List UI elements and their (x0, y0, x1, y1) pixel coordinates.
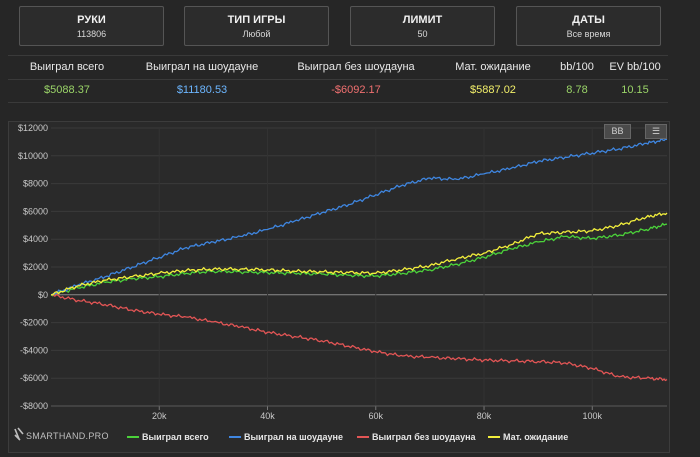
filter-hands-value: 113806 (76, 29, 107, 39)
winnings-chart: -$8000 -$6000 -$4000 -$2000 $0 $2000 $4000 $600… (8, 121, 670, 453)
y-tick-label: $8000 (23, 179, 48, 189)
series-line-total (50, 222, 668, 297)
filter-game-type-title: ТИП ИГРЫ (227, 14, 286, 26)
stats-value-total: $5088.37 (44, 84, 90, 96)
y-tick-label: -$8000 (20, 401, 48, 411)
filter-limit-button[interactable]: ЛИМИТ 50 (350, 6, 495, 46)
stats-table: Выиграл всего Выиграл на шоудауне Выигра… (8, 55, 668, 103)
y-tick-label: $0 (38, 290, 48, 300)
stats-header-total: Выиграл всего (29, 61, 105, 73)
series-line-showdown (50, 138, 668, 296)
chart-canvas: -$8000 -$6000 -$4000 -$2000 $0 $2000 $4000 $600… (14, 123, 668, 442)
legend-label-ev: Мат. ожидание (503, 432, 568, 442)
stats-header-bb100: bb/100 (560, 61, 594, 73)
hamburger-menu-icon[interactable]: ☰ (645, 124, 667, 139)
stats-header-ev-bb100: EV bb/100 (609, 61, 661, 73)
legend-label-showdown: Выиграл на шоудауне (244, 432, 343, 442)
series-line-non-showdown (51, 293, 668, 382)
stats-value-ev-bb100: 10.15 (621, 84, 649, 96)
x-tick-label: 40k (260, 411, 275, 421)
legend-label-total: Выиграл всего (142, 432, 209, 442)
smarthand-logo-icon (14, 427, 24, 441)
stats-value-non-showdown: -$6092.17 (331, 84, 381, 96)
stats-header-showdown: Выиграл на шоудауне (145, 61, 259, 73)
y-tick-label: $12000 (18, 123, 48, 133)
bb-toggle-button[interactable]: BB (604, 124, 631, 139)
stats-header-non-showdown: Выиграл без шоудауна (297, 61, 415, 73)
x-tick-label: 20k (152, 411, 167, 421)
stats-value-bb100: 8.78 (566, 84, 588, 96)
x-tick-label: 60k (369, 411, 384, 421)
stats-value-row: $5088.37 $11180.53 -$6092.17 $5887.02 8.… (8, 79, 668, 102)
stats-header-row: Выиграл всего Выиграл на шоудауне Выигра… (8, 55, 668, 80)
filter-hands-button[interactable]: РУКИ 113806 (19, 6, 164, 46)
y-tick-label: -$4000 (20, 345, 48, 355)
filter-bar: РУКИ 113806 ТИП ИГРЫ Любой ЛИМИТ 50 ДАТЫ… (0, 0, 700, 56)
y-tick-label: $10000 (18, 151, 48, 161)
y-tick-label: -$2000 (20, 318, 48, 328)
stats-value-showdown: $11180.53 (176, 84, 228, 96)
stats-value-ev: $5887.02 (470, 84, 516, 96)
filter-limit-value: 50 (417, 29, 428, 39)
series-line-ev (50, 212, 668, 296)
stats-header-ev: Мат. ожидание (455, 61, 531, 73)
filter-limit-title: ЛИМИТ (402, 14, 443, 26)
y-tick-label: -$6000 (20, 373, 48, 383)
y-tick-label: $2000 (23, 262, 48, 272)
filter-game-type-value: Любой (242, 29, 271, 39)
y-tick-label: $6000 (23, 206, 48, 216)
filter-game-type-button[interactable]: ТИП ИГРЫ Любой (184, 6, 329, 46)
filter-dates-button[interactable]: ДАТЫ Все время (516, 6, 661, 46)
brand-label: SMARTHAND.PRO (26, 431, 109, 441)
filter-dates-title: ДАТЫ (572, 14, 605, 26)
x-tick-label: 100k (583, 411, 603, 421)
filter-hands-title: РУКИ (77, 14, 106, 26)
x-tick-label: 80k (477, 411, 492, 421)
legend-label-non-showdown: Выиграл без шоудауна (372, 432, 477, 442)
filter-dates-value: Все время (566, 29, 611, 39)
y-tick-label: $4000 (23, 234, 48, 244)
